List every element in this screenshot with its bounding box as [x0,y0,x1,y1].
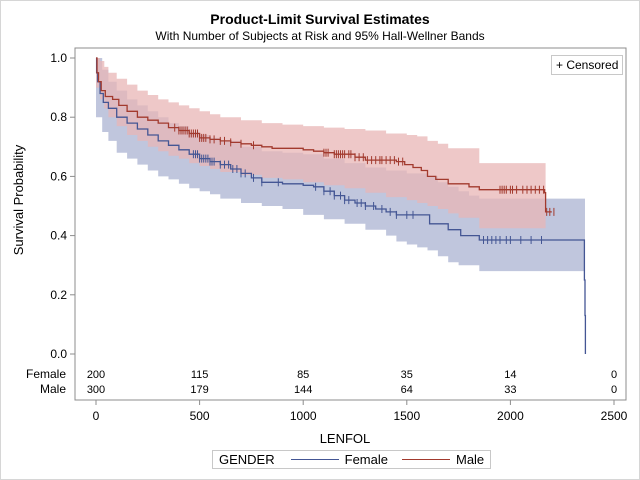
confidence-band-male [96,58,546,229]
y-tick-label: 0.2 [50,288,67,302]
survival-curve-male [96,57,552,213]
at-risk-count: 200 [87,369,105,381]
confidence-bands [96,58,585,354]
at-risk-count: 300 [87,384,105,396]
at-risk-count: 179 [190,384,208,396]
x-tick-label: 500 [190,409,210,423]
at-risk-count: 64 [401,384,413,396]
at-risk-count: 35 [401,369,413,381]
legend-label-male: Male [455,452,485,467]
legend-line-female [290,459,339,460]
x-tick-label: 0 [93,409,100,423]
legend-item-female: Female [290,452,388,467]
at-risk-count: 144 [294,384,312,396]
at-risk-count: 0 [611,369,617,381]
y-tick-label: 0.6 [50,169,67,183]
at-risk-count: 14 [504,369,516,381]
at-risk-count: 115 [191,369,209,381]
x-tick-label: 2000 [497,409,524,423]
axes: 0.00.20.40.60.81.00 500 1000 1500 2000 2500LE… [11,47,628,446]
x-tick-label: 1500 [393,409,420,423]
legend-line-male [401,459,450,460]
at-risk-count: 33 [504,384,516,396]
y-tick-label: 0.4 [50,229,67,243]
legend: GENDER Female Male [212,450,492,469]
x-tick-label: 1000 [290,409,317,423]
survival-curves [95,57,587,354]
x-tick-label: 2500 [601,409,628,423]
legend-item-male: Male [401,452,485,467]
at-risk-count: 85 [297,369,309,381]
legend-label-female: Female [344,452,388,467]
at-risk-count: 0 [611,384,617,396]
y-tick-label: 0.8 [50,110,67,124]
at-risk-group-label: Male [40,382,66,396]
confidence-band-female [96,58,585,354]
y-axis-label: Survival Probability [11,144,26,255]
y-tick-label: 0.0 [50,347,67,361]
censored-legend: + Censored [551,55,624,75]
legend-title: GENDER [219,452,275,467]
plot-frame [74,47,627,401]
y-tick-label: 1.0 [50,51,67,65]
x-axis-label: LENFOL [320,431,371,446]
chart-subtitle: With Number of Subjects at Risk and 95% … [155,29,485,43]
survival-curve-female [95,57,587,354]
at-risk-table: Female 200 115 85 35 14 0 Male 300 179 144 64 33 0 [26,367,617,396]
chart-title: Product-Limit Survival Estimates [210,11,430,27]
censored-marks [174,123,555,244]
at-risk-group-label: Female [26,367,66,381]
